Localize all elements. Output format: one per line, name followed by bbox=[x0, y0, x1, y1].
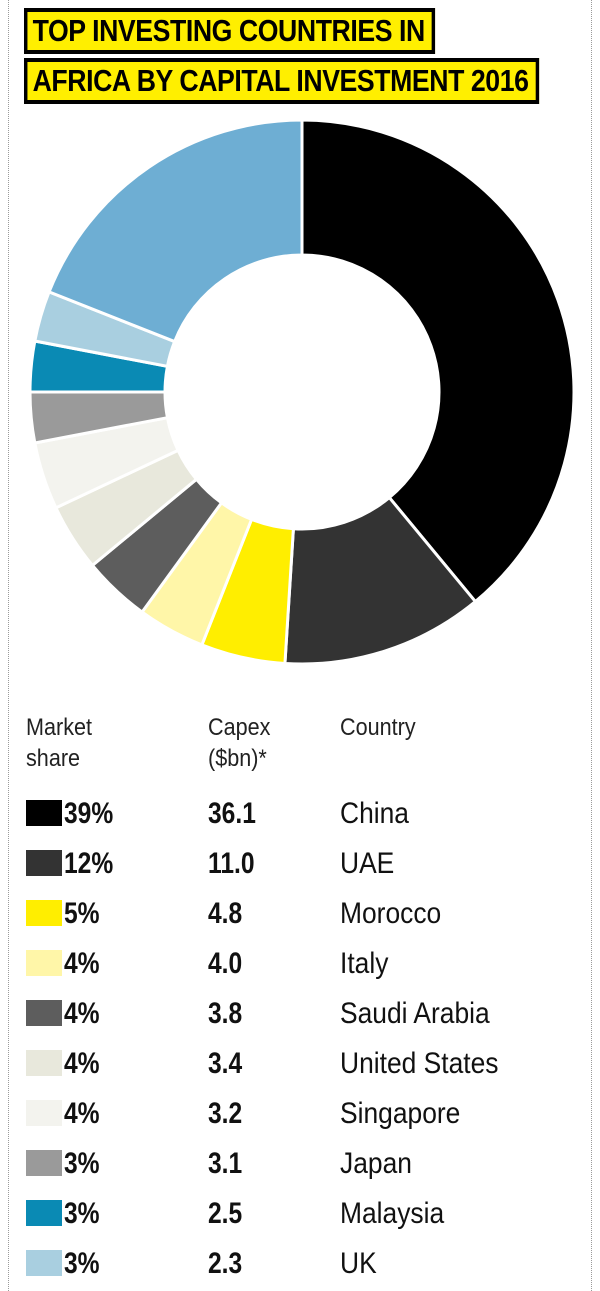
legend-share: 5% bbox=[64, 897, 100, 930]
legend-row: 5% 4.8 Morocco bbox=[0, 892, 600, 938]
title-line-2: AFRICA BY CAPITAL INVESTMENT 2016 bbox=[24, 58, 539, 104]
legend-swatch bbox=[26, 800, 62, 826]
header-country: Country bbox=[340, 714, 416, 741]
legend-share: 39% bbox=[64, 797, 114, 830]
legend-country: Japan bbox=[340, 1147, 412, 1180]
legend-row: 3% 3.1 Japan bbox=[0, 1142, 600, 1188]
legend-row: 4% 4.0 Italy bbox=[0, 942, 600, 988]
legend-share: 3% bbox=[64, 1197, 100, 1230]
chart-title: TOP INVESTING COUNTRIES IN AFRICA BY CAP… bbox=[24, 8, 600, 108]
legend-row: 4% 3.2 Singapore bbox=[0, 1092, 600, 1138]
legend-country: United States bbox=[340, 1047, 499, 1080]
legend-capex: 3.4 bbox=[208, 1047, 243, 1080]
legend-swatch bbox=[26, 1150, 62, 1176]
legend-row: 12% 11.0 UAE bbox=[0, 842, 600, 888]
legend-capex: 3.2 bbox=[208, 1097, 243, 1130]
legend-country: China bbox=[340, 797, 409, 830]
header-capex: Capex ($bn)* bbox=[208, 712, 270, 774]
legend-capex: 3.8 bbox=[208, 997, 243, 1030]
legend-swatch bbox=[26, 850, 62, 876]
legend-share: 12% bbox=[64, 847, 114, 880]
legend-swatch bbox=[26, 1100, 62, 1126]
header-market-share-line2: share bbox=[26, 745, 81, 772]
legend-row: 3% 2.5 Malaysia bbox=[0, 1192, 600, 1238]
legend-share: 4% bbox=[64, 1047, 100, 1080]
header-capex-line1: Capex bbox=[208, 714, 271, 741]
legend-row: 4% 3.8 Saudi Arabia bbox=[0, 992, 600, 1038]
legend-share: 3% bbox=[64, 1247, 100, 1280]
legend-capex: 36.1 bbox=[208, 797, 256, 830]
legend-swatch bbox=[26, 950, 62, 976]
legend-country: UAE bbox=[340, 847, 395, 880]
legend-swatch bbox=[26, 1250, 62, 1276]
legend-row: 39% 36.1 China bbox=[0, 792, 600, 838]
legend-swatch bbox=[26, 900, 62, 926]
legend-share: 4% bbox=[64, 1097, 100, 1130]
header-capex-line2: ($bn)* bbox=[208, 745, 267, 772]
legend-country: Singapore bbox=[340, 1097, 461, 1130]
legend-capex: 3.1 bbox=[208, 1147, 243, 1180]
legend-share: 3% bbox=[64, 1147, 100, 1180]
legend-capex: 4.0 bbox=[208, 947, 243, 980]
legend-capex: 11.0 bbox=[208, 847, 255, 880]
legend-share: 4% bbox=[64, 947, 100, 980]
donut-slice-1 bbox=[300, 118, 576, 604]
legend-share: 4% bbox=[64, 997, 100, 1030]
legend-country: Saudi Arabia bbox=[340, 997, 490, 1030]
legend-country: Morocco bbox=[340, 897, 442, 930]
title-line-1: TOP INVESTING COUNTRIES IN bbox=[24, 8, 436, 54]
legend-country: Italy bbox=[340, 947, 389, 980]
legend-row: 4% 3.4 United States bbox=[0, 1042, 600, 1088]
legend-capex: 4.8 bbox=[208, 897, 243, 930]
donut-chart bbox=[28, 118, 576, 666]
header-market-share-line1: Market bbox=[26, 714, 93, 741]
legend-row: 3% 2.3 UK bbox=[0, 1242, 600, 1288]
legend-capex: 2.5 bbox=[208, 1197, 243, 1230]
legend-swatch bbox=[26, 1200, 62, 1226]
chart-frame bbox=[8, 0, 592, 1291]
legend-swatch bbox=[26, 1000, 62, 1026]
legend-swatch bbox=[26, 1050, 62, 1076]
legend-country: Malaysia bbox=[340, 1197, 445, 1230]
header-market-share: Market share bbox=[26, 712, 92, 774]
donut-slice-11 bbox=[47, 118, 304, 344]
legend-capex: 2.3 bbox=[208, 1247, 243, 1280]
legend-country: UK bbox=[340, 1247, 377, 1280]
